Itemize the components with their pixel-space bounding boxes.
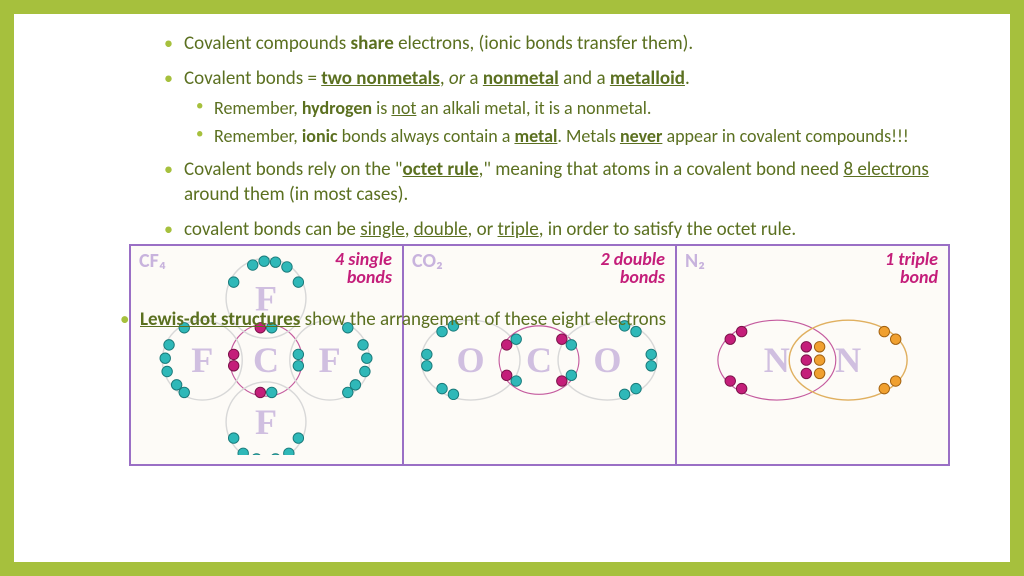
cf4-diagram: C F F F F: [131, 246, 402, 455]
panel-cf4: CF₄ 4 singlebonds C F F F F: [131, 246, 404, 464]
svg-text:F: F: [191, 340, 213, 380]
svg-text:C: C: [526, 340, 552, 380]
main-list: Covalent compounds share electrons, (ion…: [44, 32, 980, 242]
panel-n2: N₂ 1 triplebond N N: [677, 246, 948, 464]
svg-text:F: F: [255, 402, 277, 442]
n2-diagram: N N: [677, 246, 948, 455]
svg-text:C: C: [253, 340, 279, 380]
bullet-2: Covalent bonds = two nonmetals, or a non…: [44, 67, 980, 148]
bullet-3: Covalent bonds rely on the "octet rule,"…: [44, 158, 980, 207]
slide: Covalent compounds share electrons, (ion…: [14, 14, 1010, 562]
bullet-1: Covalent compounds share electrons, (ion…: [44, 32, 980, 57]
svg-text:F: F: [319, 340, 341, 380]
svg-text:O: O: [593, 340, 621, 380]
sub-bullet-1a: Remember, hydrogen is not an alkali meta…: [184, 97, 980, 120]
bullet-4: covalent bonds can be single, double, or…: [44, 218, 980, 243]
diagram-row: CF₄ 4 singlebonds C F F F F: [129, 244, 950, 466]
sub-bullet-1b: Remember, ionic bonds always contain a m…: [184, 125, 980, 148]
svg-text:O: O: [457, 340, 485, 380]
bullet-5-overlay: Lewis-dot structures show the arrangemen…: [140, 308, 666, 331]
svg-text:N: N: [764, 340, 790, 380]
panel-co2: CO₂ 2 doublebonds O C O: [404, 246, 677, 464]
co2-diagram: O C O: [404, 246, 675, 455]
sub-list-1: Remember, hydrogen is not an alkali meta…: [184, 97, 980, 148]
svg-text:N: N: [835, 340, 861, 380]
